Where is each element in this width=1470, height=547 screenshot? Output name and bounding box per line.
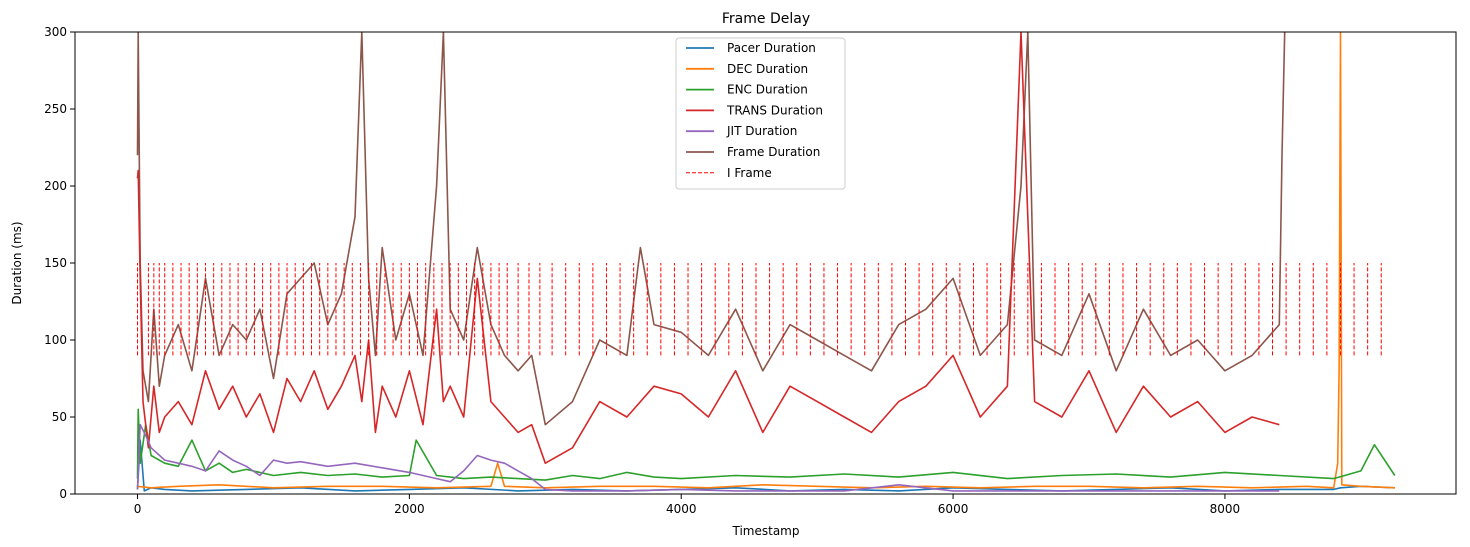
y-tick-label: 100 <box>44 333 67 347</box>
frame-duration-series-line <box>136 32 1286 426</box>
x-tick-label: 8000 <box>1210 502 1241 516</box>
legend-label-i-frame: I Frame <box>727 166 772 180</box>
x-tick-label: 6000 <box>938 502 969 516</box>
x-tick-label: 0 <box>134 502 142 516</box>
dec-duration-series-line <box>137 32 1395 489</box>
trans-duration-series-line <box>136 32 1280 465</box>
chart-title: Frame Delay <box>722 11 810 27</box>
y-tick-label: 300 <box>44 25 67 39</box>
jit-duration-series-line <box>136 423 1280 492</box>
y-axis-title: Duration (ms) <box>10 221 24 304</box>
x-tick-label: 2000 <box>394 502 425 516</box>
y-tick-label: 150 <box>44 256 67 270</box>
legend: Pacer Duration DEC Duration ENC Duration TR… <box>675 37 846 190</box>
legend-label-trans-duration: TRANS Duration <box>726 103 823 117</box>
y-tick-label: 200 <box>44 179 67 193</box>
y-axis: 0 50 100 150 200 250 300 <box>44 25 75 501</box>
x-axis: 0 2000 4000 6000 8000 <box>134 494 1240 516</box>
i-frame-series <box>137 263 1382 356</box>
y-tick-label: 50 <box>52 410 67 424</box>
legend-box <box>675 37 846 190</box>
legend-label-jit-duration: JIT Duration <box>726 124 797 138</box>
x-axis-title: Timestamp <box>732 524 800 538</box>
y-tick-label: 250 <box>44 102 67 116</box>
y-tick-label: 0 <box>59 487 67 501</box>
series-layer <box>136 32 1396 492</box>
legend-label-dec-duration: DEC Duration <box>727 62 808 76</box>
legend-label-pacer-duration: Pacer Duration <box>727 41 816 55</box>
legend-label-frame-duration: Frame Duration <box>727 145 820 159</box>
x-tick-label: 4000 <box>666 502 697 516</box>
legend-label-enc-duration: ENC Duration <box>727 83 808 97</box>
enc-duration-series-line <box>136 408 1396 481</box>
